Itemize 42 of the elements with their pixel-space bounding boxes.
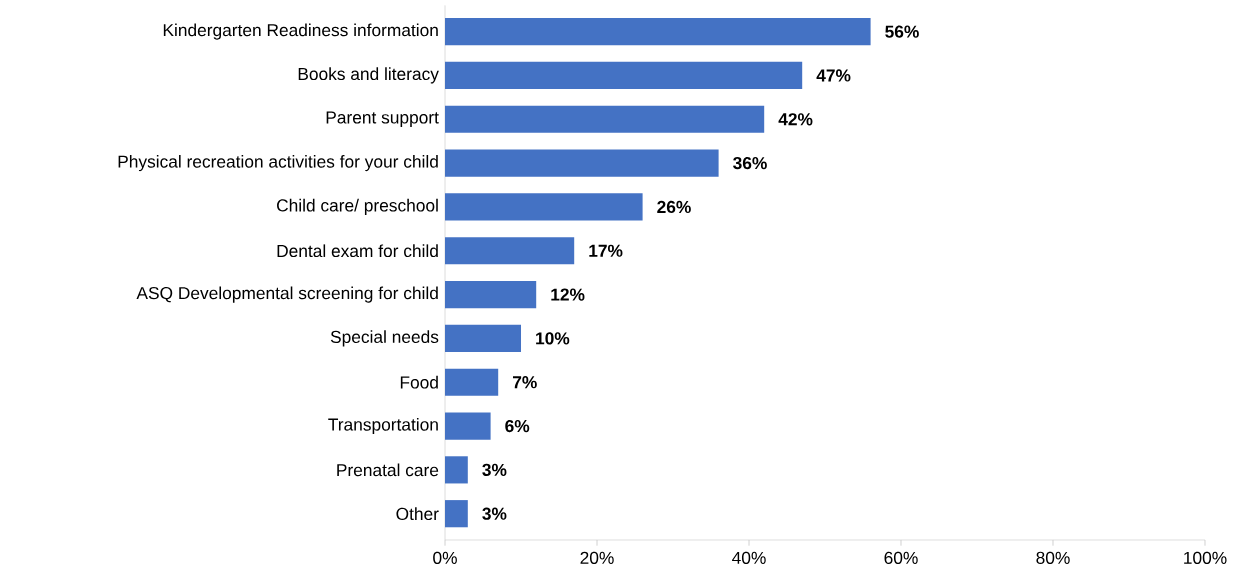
data-label: 12% <box>551 288 585 301</box>
bar <box>445 105 765 133</box>
data-label: 6% <box>505 419 530 433</box>
bar <box>445 149 719 177</box>
data-label: 10% <box>536 332 570 345</box>
data-label: 42% <box>778 113 813 126</box>
bar <box>445 500 468 528</box>
y-tick-label: Parent support <box>326 111 439 128</box>
y-tick-label: ASQ Developmental screening for child <box>136 286 438 303</box>
bar <box>445 412 491 440</box>
x-tick-label: 0% <box>433 551 457 564</box>
data-label: 47% <box>816 69 851 82</box>
bar <box>445 280 537 309</box>
data-label: 3% <box>482 507 507 520</box>
data-label: 7% <box>513 376 537 389</box>
y-tick-label: Dental exam for child <box>277 244 438 258</box>
bar <box>445 324 521 352</box>
x-tick-label: 80% <box>1036 551 1070 564</box>
data-label: 56% <box>885 25 919 38</box>
y-tick-label: Child care/ preschool <box>277 198 438 215</box>
bar <box>445 237 575 265</box>
data-label: 36% <box>733 156 767 170</box>
y-tick-label: Transportation <box>328 417 438 435</box>
y-tick-label: Special needs <box>330 330 439 347</box>
y-tick-label: Prenatal care <box>337 463 439 477</box>
bar <box>445 456 468 484</box>
y-tick-label: Physical recreation activities for your child <box>118 155 438 172</box>
bar <box>445 61 803 90</box>
data-label: 17% <box>589 244 623 257</box>
y-tick-label: Kindergarten Readiness information <box>163 23 438 40</box>
data-label: 26% <box>657 200 691 214</box>
y-tick-label: Other <box>396 507 439 521</box>
bar <box>445 18 871 46</box>
x-tick-label: 100% <box>1184 551 1227 564</box>
y-tick-label: Food <box>400 375 438 389</box>
x-tick-label: 60% <box>884 551 918 564</box>
bar <box>445 368 499 396</box>
bar <box>445 193 643 221</box>
data-label: 3% <box>482 463 507 477</box>
y-tick-label: Books and literacy <box>298 67 439 84</box>
x-tick-label: 40% <box>732 551 766 564</box>
x-tick-label: 20% <box>580 551 614 564</box>
